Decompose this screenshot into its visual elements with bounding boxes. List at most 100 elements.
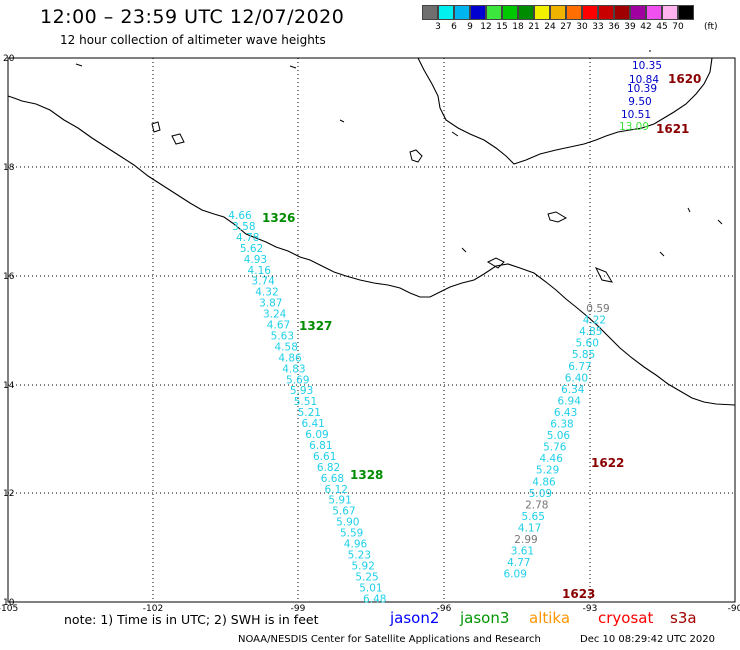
legend-swatch [630, 5, 646, 20]
wave-height-value: 6.43 [554, 407, 577, 419]
pass-label: 1326 [262, 211, 295, 225]
color-legend: 3 6 9 12 15 18 21 24 27 30 33 36 39 42 45 70 (ft) [422, 5, 718, 34]
y-tick-label: 18 [3, 163, 15, 173]
wave-height-value: 6.38 [550, 419, 573, 431]
legend-swatch [646, 5, 662, 20]
legend-label: 42 [640, 22, 652, 32]
wave-height-value: 6.94 [558, 395, 582, 407]
legend-swatch [598, 5, 614, 20]
legend-label: 70 [672, 22, 684, 32]
y-tick-label: 20 [3, 54, 15, 64]
wave-height-value: 5.60 [576, 338, 599, 350]
legend-swatch [582, 5, 598, 20]
wave-height-value: 6.68 [321, 473, 344, 485]
legend-cryosat: cryosat [598, 609, 654, 627]
wave-height-value: 5.92 [352, 560, 375, 572]
wave-height-value: 6.09 [305, 429, 328, 441]
legend-label: 18 [512, 22, 524, 32]
x-tick-label: -105 [0, 604, 18, 614]
map-frame [7, 57, 736, 603]
wave-height-labels: -105 -102 -99 -96 -93 -90 20 18 16 14 12 10 4.663.58… [0, 54, 740, 614]
legend-label: 3 [435, 22, 441, 32]
wave-height-value: 5.29 [536, 465, 559, 477]
wave-height-value: 4.77 [507, 557, 530, 569]
wave-height-value: 4.86 [278, 352, 302, 364]
graticule [8, 58, 735, 602]
wave-height-value: 6.81 [309, 440, 332, 452]
pass-label: 1621 [656, 122, 689, 136]
wave-height-value: 3.61 [511, 546, 534, 558]
footer-date: Dec 10 08:29:42 UTC 2020 [580, 634, 715, 645]
note-text: note: 1) Time is in UTC; 2) SWH is in fe… [64, 612, 319, 627]
wave-height-value: 4.17 [518, 522, 541, 534]
wave-height-value: 6.40 [565, 372, 588, 384]
pass-label: 1623 [562, 587, 595, 601]
page-subtitle: 12 hour collection of altimeter wave hei… [60, 33, 326, 47]
legend-altika: altika [529, 609, 571, 627]
wave-height-value: 2.99 [514, 534, 537, 546]
y-tick-label: 14 [3, 381, 15, 391]
wave-height-value: 4.96 [344, 539, 368, 551]
legend-swatches [422, 5, 694, 20]
legend-swatch [534, 5, 550, 20]
legend-jason2: jason2 [390, 609, 440, 627]
legend-label: 33 [592, 22, 604, 32]
wave-height-value: 5.63 [271, 330, 294, 342]
x-tick-label: -102 [143, 604, 163, 614]
wave-height-value: 13.09 [619, 121, 649, 133]
legend-label: 15 [496, 22, 508, 32]
yucatan-coastline [417, 57, 713, 165]
wave-height-value: 3.24 [263, 309, 287, 321]
wave-height-value: 5.25 [355, 571, 378, 583]
x-tick-label: -93 [583, 604, 598, 614]
legend-label: 9 [467, 22, 473, 32]
legend-label: 27 [560, 22, 572, 32]
wave-height-value: 5.59 [340, 528, 363, 540]
legend-swatch [454, 5, 470, 20]
wave-height-value: 6.77 [568, 361, 591, 373]
coastline [7, 95, 736, 406]
legend-swatch [502, 5, 518, 20]
wave-height-value: 5.06 [547, 430, 571, 442]
wave-height-value: 4.16 [248, 265, 272, 277]
wave-height-value: 5.91 [328, 495, 351, 507]
legend-swatch [614, 5, 630, 20]
pass-label: 1328 [350, 468, 383, 482]
wave-height-value: 4.58 [275, 341, 298, 353]
wave-height-value: 6.82 [317, 462, 340, 474]
wave-height-value: 9.50 [628, 96, 651, 108]
legend-swatch [566, 5, 582, 20]
wave-height-value: 3.87 [259, 298, 282, 310]
y-tick-label: 12 [3, 489, 14, 499]
wave-height-value: 5.67 [332, 506, 355, 518]
legend-label: 30 [576, 22, 588, 32]
wave-height-value: 5.65 [522, 511, 545, 523]
wave-height-value: 5.09 [529, 488, 552, 500]
footer-credit: NOAA/NESDIS Center for Satellite Applica… [238, 634, 541, 645]
x-tick-label: -90 [728, 604, 740, 614]
wave-height-value: 4.93 [244, 254, 267, 266]
wave-height-value: 5.51 [294, 396, 317, 408]
legend-jason3: jason3 [460, 609, 510, 627]
legend-label: 45 [656, 22, 668, 32]
islands [75, 50, 723, 283]
wave-height-value: 5.76 [543, 442, 567, 454]
wave-height-value: 4.78 [236, 232, 259, 244]
pass-label: 1622 [591, 456, 624, 470]
wave-height-value: 4.46 [540, 453, 564, 465]
y-tick-label: 10 [3, 598, 15, 608]
legend-swatch [470, 5, 486, 20]
legend-swatch [550, 5, 566, 20]
y-tick-label: 16 [3, 272, 15, 282]
legend-swatch [422, 5, 438, 20]
wave-height-value: 4.32 [255, 287, 278, 299]
legend-unit: (ft) [704, 22, 718, 32]
wave-height-value: 4.85 [579, 326, 602, 338]
legend-label: 21 [528, 22, 540, 32]
wave-height-value: 10.84 [629, 74, 659, 86]
x-tick-label: -99 [291, 604, 306, 614]
legend-label: 6 [451, 22, 457, 32]
x-tick-label: -96 [437, 604, 452, 614]
legend-labels: 3 6 9 12 15 18 21 24 27 30 33 36 39 42 45 70 (ft) [422, 20, 717, 34]
